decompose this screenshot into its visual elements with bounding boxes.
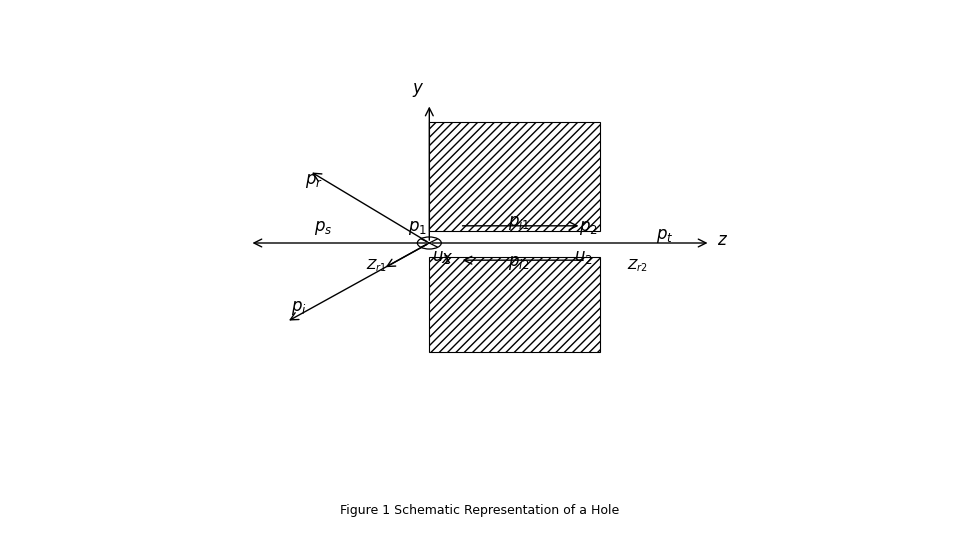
Text: y: y bbox=[413, 79, 422, 97]
Text: $p_i$: $p_i$ bbox=[291, 299, 307, 317]
Text: $Z_{r1}$: $Z_{r1}$ bbox=[366, 258, 387, 274]
Bar bbox=[429, 122, 600, 231]
Text: $u_1$: $u_1$ bbox=[432, 248, 451, 266]
Text: x: x bbox=[442, 248, 451, 267]
Text: $p_1$: $p_1$ bbox=[408, 219, 427, 237]
Text: $p_{i2}$: $p_{i2}$ bbox=[508, 254, 530, 272]
Text: z: z bbox=[717, 231, 726, 249]
Bar bbox=[429, 257, 600, 352]
Text: $p_r$: $p_r$ bbox=[305, 172, 323, 190]
Text: $p_s$: $p_s$ bbox=[314, 219, 332, 237]
Text: $Z_{r2}$: $Z_{r2}$ bbox=[628, 258, 649, 274]
Text: $p_2$: $p_2$ bbox=[579, 219, 598, 237]
Text: $p_t$: $p_t$ bbox=[656, 227, 673, 246]
Text: $u_2$: $u_2$ bbox=[574, 248, 592, 266]
Text: $p_{i1}$: $p_{i1}$ bbox=[508, 213, 530, 232]
Text: Figure 1 Schematic Representation of a Hole: Figure 1 Schematic Representation of a H… bbox=[341, 504, 619, 517]
